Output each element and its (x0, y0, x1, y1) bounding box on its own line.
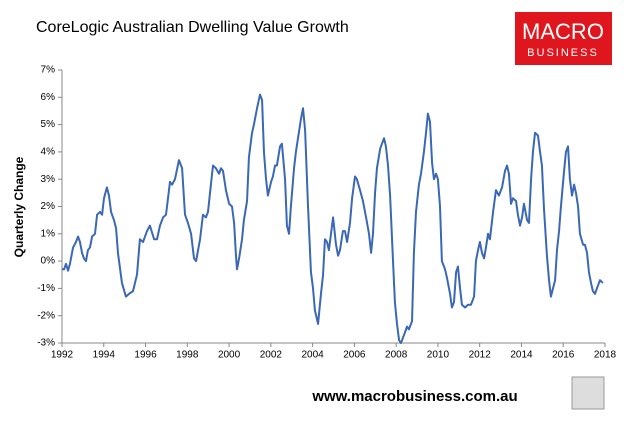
chart-title: CoreLogic Australian Dwelling Value Grow… (36, 19, 349, 36)
y-tick-label: 0% (41, 256, 56, 267)
y-tick-label: 3% (41, 174, 56, 185)
x-tick-label: 1996 (134, 350, 157, 361)
y-tick-label: -1% (37, 283, 55, 294)
x-tick-label: 1994 (93, 350, 116, 361)
y-tick-label: -2% (37, 310, 55, 321)
x-tick-label: 2008 (385, 350, 408, 361)
y-tick-label: 6% (41, 92, 56, 103)
logo-text: MACRO (522, 19, 604, 44)
x-tick-label: 1998 (176, 350, 199, 361)
x-tick-label: 2004 (301, 350, 324, 361)
source-text: www.macrobusiness.com.au (311, 388, 517, 405)
x-tick-label: 2002 (260, 350, 283, 361)
x-tick-label: 2018 (594, 350, 617, 361)
y-tick-label: 5% (41, 119, 56, 130)
logo-box (515, 12, 612, 65)
y-tick-label: 7% (41, 65, 56, 76)
logo-icon (571, 376, 605, 410)
x-tick-label: 2000 (218, 350, 241, 361)
x-tick-label: 2016 (552, 350, 575, 361)
x-tick-label: 1992 (51, 350, 74, 361)
x-tick-label: 2010 (427, 350, 450, 361)
y-tick-label: 4% (41, 147, 56, 158)
y-tick-label: -3% (37, 338, 55, 349)
y-tick-label: 2% (41, 201, 56, 212)
x-tick-label: 2006 (343, 350, 366, 361)
y-axis-label: Quarterly Change (12, 156, 26, 257)
x-tick-label: 2012 (469, 350, 492, 361)
x-tick-label: 2014 (510, 350, 533, 361)
data-line (62, 93, 604, 344)
logo-text: BUSINESS (527, 47, 599, 59)
y-tick-label: 1% (41, 228, 56, 239)
